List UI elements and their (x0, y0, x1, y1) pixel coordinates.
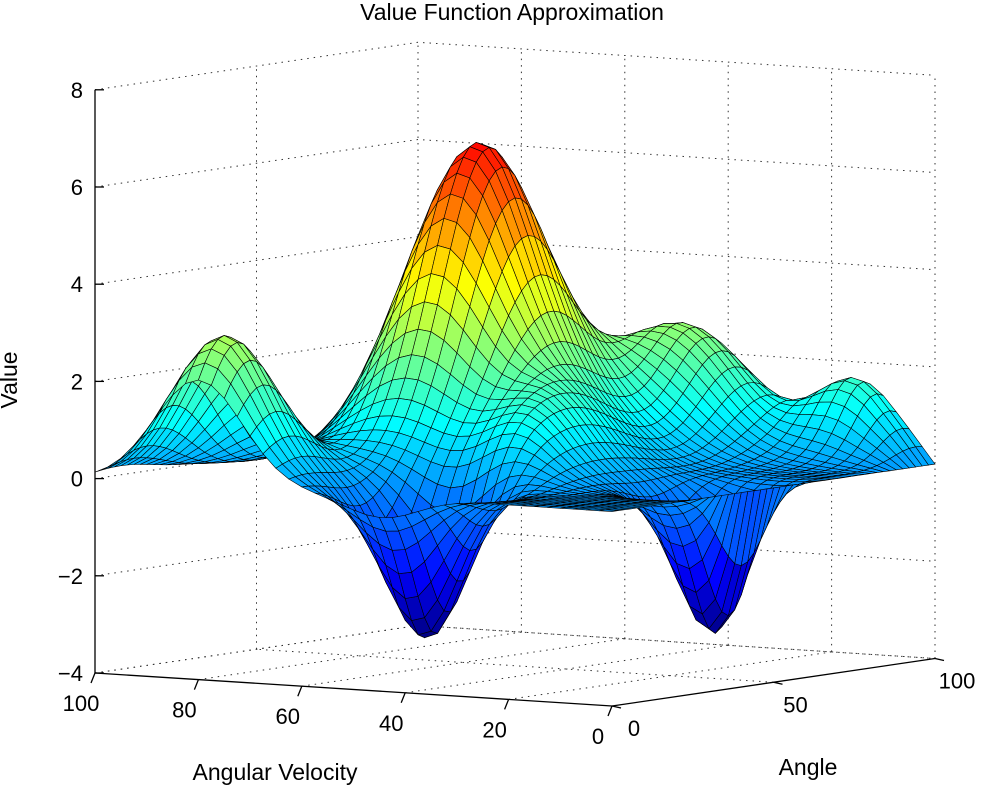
x-tick-label: 100 (939, 669, 976, 694)
y-tick-label: 60 (276, 704, 300, 729)
z-tick-label: 6 (71, 175, 83, 200)
z-tick-label: −4 (58, 661, 83, 686)
floor-grid (95, 626, 935, 700)
z-tick-label: 8 (71, 78, 83, 103)
floor-line-v (405, 645, 728, 693)
grid-line-z (95, 42, 935, 90)
y-tick-label: 80 (172, 698, 196, 723)
z-tick-label: 0 (71, 467, 83, 492)
y-tick (505, 699, 509, 709)
y-tick (608, 706, 612, 716)
z-tick-label: 2 (71, 369, 83, 394)
y-tick (401, 693, 405, 703)
x-axis-title: Angle (779, 754, 838, 780)
z-tick-label: 4 (71, 272, 83, 297)
floor-line-a (257, 649, 774, 682)
y-tick-label: 40 (379, 711, 403, 736)
grid-line-z (95, 626, 935, 674)
x-tick (612, 706, 621, 708)
x-tick-label: 50 (783, 692, 807, 717)
z-tick-label: −2 (58, 564, 83, 589)
x-tick (774, 682, 783, 684)
floor-line-v (198, 632, 521, 680)
z-axis-title: Value (0, 351, 22, 408)
chart-title: Value Function Approximation (360, 0, 664, 25)
floor-line-v (302, 639, 625, 687)
y-tick-label: 20 (482, 717, 506, 742)
y-tick (298, 686, 302, 696)
y-tick-label: 0 (592, 724, 604, 749)
y-tick-label: 100 (63, 691, 100, 716)
x-tick (935, 659, 944, 661)
y-tick (194, 680, 198, 690)
y-tick (91, 673, 95, 683)
grid-line-z (95, 528, 935, 576)
surface-mesh (95, 142, 935, 637)
x-tick-label: 0 (628, 716, 640, 741)
y-axis-title: Angular Velocity (193, 759, 358, 785)
